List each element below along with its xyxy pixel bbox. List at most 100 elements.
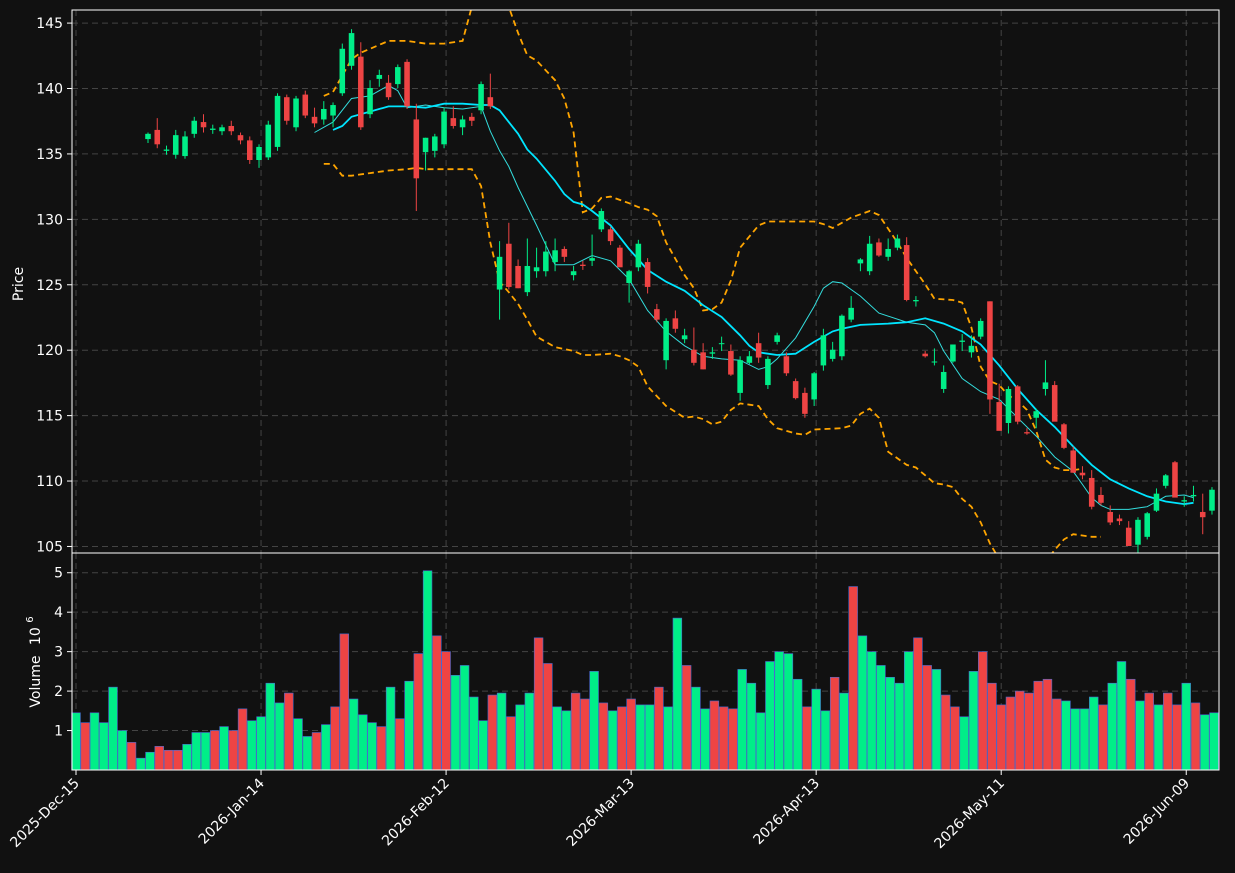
volume-bar (302, 736, 312, 771)
volume-bar (210, 730, 220, 771)
volume-bar (728, 708, 738, 771)
volume-bar (765, 661, 775, 771)
volume-bar (432, 635, 442, 771)
price-y-axis: 105 110 115 120 125 130 135 140 145 (36, 16, 72, 555)
volume-bar (709, 700, 720, 771)
volume-bar (1153, 704, 1164, 771)
candle-body (256, 146, 262, 161)
candle-body (885, 248, 891, 257)
candle-body (876, 242, 882, 256)
candle-body (284, 97, 290, 121)
volume-bar (487, 694, 498, 771)
price-tick-label: 105 (36, 539, 63, 555)
candle-body (654, 309, 660, 320)
volume-bar (265, 682, 275, 771)
volume-bar (311, 732, 322, 771)
volume-bar (1079, 708, 1090, 771)
volume-bar (413, 653, 424, 771)
volume-bar (182, 744, 192, 771)
volume-bar (284, 692, 294, 771)
volume-bar (478, 720, 488, 771)
volume-bar (1209, 712, 1219, 771)
volume-bar (700, 708, 710, 771)
volume-bar (441, 651, 451, 771)
volume-bar (774, 651, 784, 771)
short-moving-average-line (314, 84, 1194, 510)
volume-bar (866, 651, 877, 771)
volume-tick-label: 2 (54, 684, 63, 700)
candle-body (145, 133, 151, 140)
volume-bar (654, 686, 664, 771)
price-tick-label: 115 (36, 409, 63, 425)
candle-body (441, 111, 447, 145)
candle-body (358, 56, 364, 128)
candle-body (506, 243, 512, 287)
volume-bar (1070, 708, 1080, 771)
volume-bar (903, 651, 914, 771)
volume-bar (321, 724, 331, 771)
volume-axis-label-exponent: 6 (25, 616, 36, 622)
candle-body (237, 135, 244, 141)
volume-bar (839, 692, 849, 771)
candle-body (617, 247, 623, 268)
candle-body (219, 127, 225, 132)
volume-bar (626, 698, 636, 771)
candle-body (940, 371, 947, 389)
candle-body (487, 97, 494, 107)
candle-body (209, 128, 216, 130)
candle-body (1135, 519, 1141, 545)
upper-band-line (323, 10, 1083, 471)
candle-body (524, 265, 531, 293)
volume-bar (978, 651, 988, 771)
volume-bar (931, 669, 942, 771)
candle-body (404, 61, 410, 107)
candle-body (1079, 472, 1086, 476)
candle-body (1042, 382, 1049, 389)
candle-body (728, 351, 734, 375)
candle-body (950, 344, 956, 362)
candle-body (515, 265, 521, 289)
volume-bar (968, 671, 979, 771)
volume-bar (1098, 704, 1108, 771)
price-tick-label: 130 (36, 212, 63, 228)
volume-bar (959, 716, 969, 771)
candle-body (246, 140, 253, 161)
candle-body (922, 353, 928, 357)
volume-bar (885, 676, 895, 771)
volume-bar (1061, 700, 1071, 771)
volume-bar (358, 714, 368, 771)
candle-body (580, 264, 586, 266)
volume-bar (681, 665, 692, 771)
candle-body (996, 402, 1002, 431)
volume-bar (940, 694, 951, 771)
candle-body (385, 82, 392, 98)
volume-bar (99, 722, 109, 771)
volume-bar (820, 710, 831, 771)
candle-body (1033, 411, 1039, 418)
volume-bar (663, 706, 673, 771)
candle-body (718, 343, 725, 345)
candle-body (469, 116, 475, 121)
volume-bar (570, 692, 581, 771)
candle-body (848, 307, 854, 320)
candle-body (367, 88, 373, 115)
volume-bar (274, 702, 285, 771)
volume-bar (200, 732, 211, 771)
candle-body (968, 345, 975, 353)
candle-body (172, 135, 179, 155)
volume-bar (1181, 682, 1191, 771)
volume-bar (395, 718, 405, 771)
volume-bar (404, 680, 414, 771)
volume-bar (173, 749, 183, 771)
candle-body (1024, 432, 1030, 434)
candle-body (765, 358, 771, 386)
volume-bar (1015, 690, 1025, 771)
price-plot-area (145, 10, 1219, 553)
volume-bar (191, 732, 201, 771)
candle-body (478, 84, 484, 111)
volume-bar (802, 706, 812, 771)
candle-body (395, 67, 401, 85)
candle-body (376, 74, 383, 79)
volume-bar (561, 710, 572, 771)
